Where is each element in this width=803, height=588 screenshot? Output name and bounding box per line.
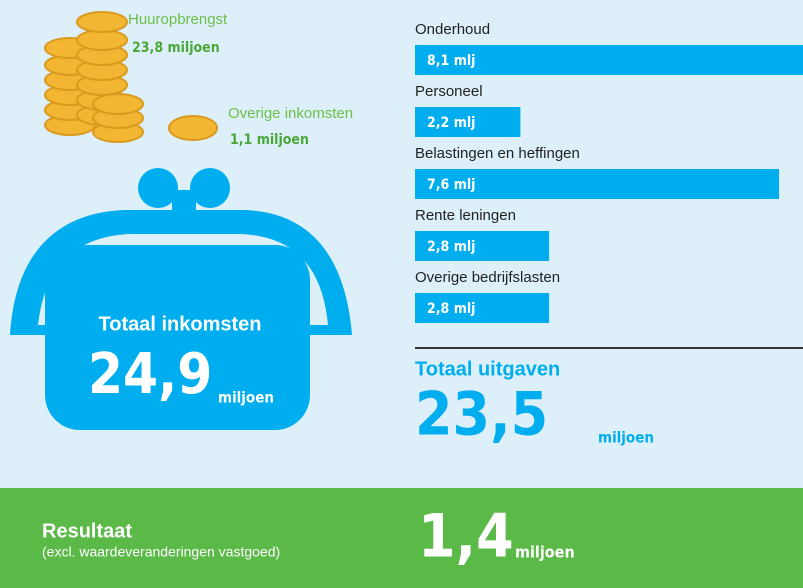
total-income-unit: miljoen	[218, 389, 274, 407]
result-note: (excl. waardeveranderingen vastgoed)	[42, 544, 280, 560]
total-income-value: 24,9	[88, 342, 212, 407]
income-label: Huuropbrengst	[128, 11, 228, 28]
total-expenses-unit: miljoen	[598, 429, 654, 447]
value-label: 7,6 mlj	[427, 177, 475, 193]
total-expenses-label: Totaal uitgaven	[415, 358, 560, 380]
page: {"chart_data":{"type":"bar","categories"…	[0, 0, 803, 588]
category-label: Onderhoud	[415, 21, 490, 38]
infographic: Huuropbrengst 23,8 miljoen Overige inkom…	[0, 0, 803, 588]
category-label: Overige bedrijfslasten	[415, 269, 560, 286]
total-expenses-value: 23,5	[415, 380, 548, 450]
result-value: 1,4	[418, 502, 514, 572]
value-label: 2,8 mlj	[427, 301, 475, 317]
value-label: 8,1 mlj	[427, 53, 475, 69]
income-label: Overige inkomsten	[228, 105, 353, 122]
result-title: Resultaat	[42, 520, 132, 542]
category-label: Personeel	[415, 83, 483, 100]
income-amount: 1,1 miljoen	[230, 132, 309, 148]
income-amount: 23,8 miljoen	[132, 40, 220, 56]
category-label: Rente leningen	[415, 207, 516, 224]
result-unit: miljoen	[515, 543, 575, 562]
total-income-label: Totaal inkomsten	[99, 313, 262, 335]
value-label: 2,2 mlj	[427, 115, 475, 131]
value-label: 2,8 mlj	[427, 239, 475, 255]
category-label: Belastingen en heffingen	[415, 145, 580, 162]
